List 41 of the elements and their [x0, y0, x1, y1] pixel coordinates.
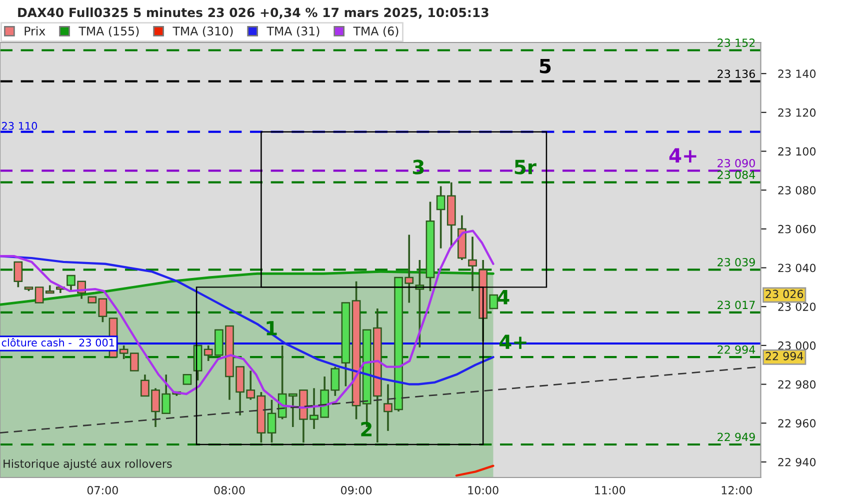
- annotation: Historique ajusté aux rollovers: [4, 458, 172, 470]
- ref-line-label: 23 017: [718, 300, 755, 310]
- annotation: 4+: [669, 148, 696, 162]
- annotation: 2: [361, 422, 372, 436]
- y-tick-label: 22 940: [778, 458, 816, 466]
- y-tick-label: 23 140: [778, 70, 816, 78]
- legend-label: Prix: [24, 26, 46, 36]
- annotation: 23 026: [766, 290, 804, 298]
- x-tick-label: 10:00: [468, 486, 498, 494]
- y-tick-label: 23 020: [778, 302, 816, 311]
- legend-label: TMA (310): [172, 26, 233, 37]
- y-tick-label: 23 120: [778, 108, 816, 117]
- annotation: 5: [540, 58, 551, 74]
- chart-title: DAX40 Full0325 5 minutes 23 026 +0,34 % 17 mars 2025, 10:05:13: [18, 8, 488, 19]
- ref-line-label: 23 110: [2, 122, 38, 130]
- x-tick-label: 09:00: [341, 486, 372, 494]
- y-tick-label: 23 100: [778, 147, 816, 156]
- ref-line-label: clôture cash - 23 001: [2, 338, 114, 347]
- annotation: 1: [266, 321, 277, 336]
- x-tick-label: 07:00: [87, 486, 118, 494]
- x-tick-label: 11:00: [595, 486, 626, 494]
- ref-line-label: 23 039: [718, 258, 755, 266]
- annotation: 22 994: [766, 352, 804, 360]
- legend-label: TMA (155): [78, 26, 139, 37]
- ref-line-label: 23 152: [718, 38, 755, 47]
- y-tick-label: 22 980: [778, 380, 816, 389]
- y-tick-label: 23 000: [778, 341, 816, 350]
- ref-line-label: 23 084: [718, 170, 756, 180]
- legend-label: TMA (6): [353, 26, 398, 37]
- y-tick-label: 23 060: [778, 224, 816, 234]
- y-tick-label: 23 080: [778, 186, 816, 194]
- ref-line-label: 23 136: [718, 70, 755, 78]
- legend-label: TMA (31): [266, 26, 320, 37]
- x-tick-label: 12:00: [722, 486, 752, 494]
- x-tick-label: 08:00: [214, 486, 245, 494]
- ref-line-label: 23 090: [718, 158, 755, 168]
- y-tick-label: 22 960: [778, 419, 816, 428]
- annotation: 5r: [514, 160, 536, 174]
- ref-line-label: 22 994: [718, 345, 756, 354]
- ref-line-label: 22 949: [718, 432, 755, 442]
- y-tick-label: 23 040: [778, 264, 816, 272]
